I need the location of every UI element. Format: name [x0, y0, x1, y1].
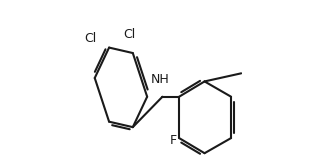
- Text: F: F: [170, 134, 176, 147]
- Text: Cl: Cl: [123, 28, 135, 41]
- Text: NH: NH: [151, 73, 170, 86]
- Text: Cl: Cl: [84, 32, 96, 46]
